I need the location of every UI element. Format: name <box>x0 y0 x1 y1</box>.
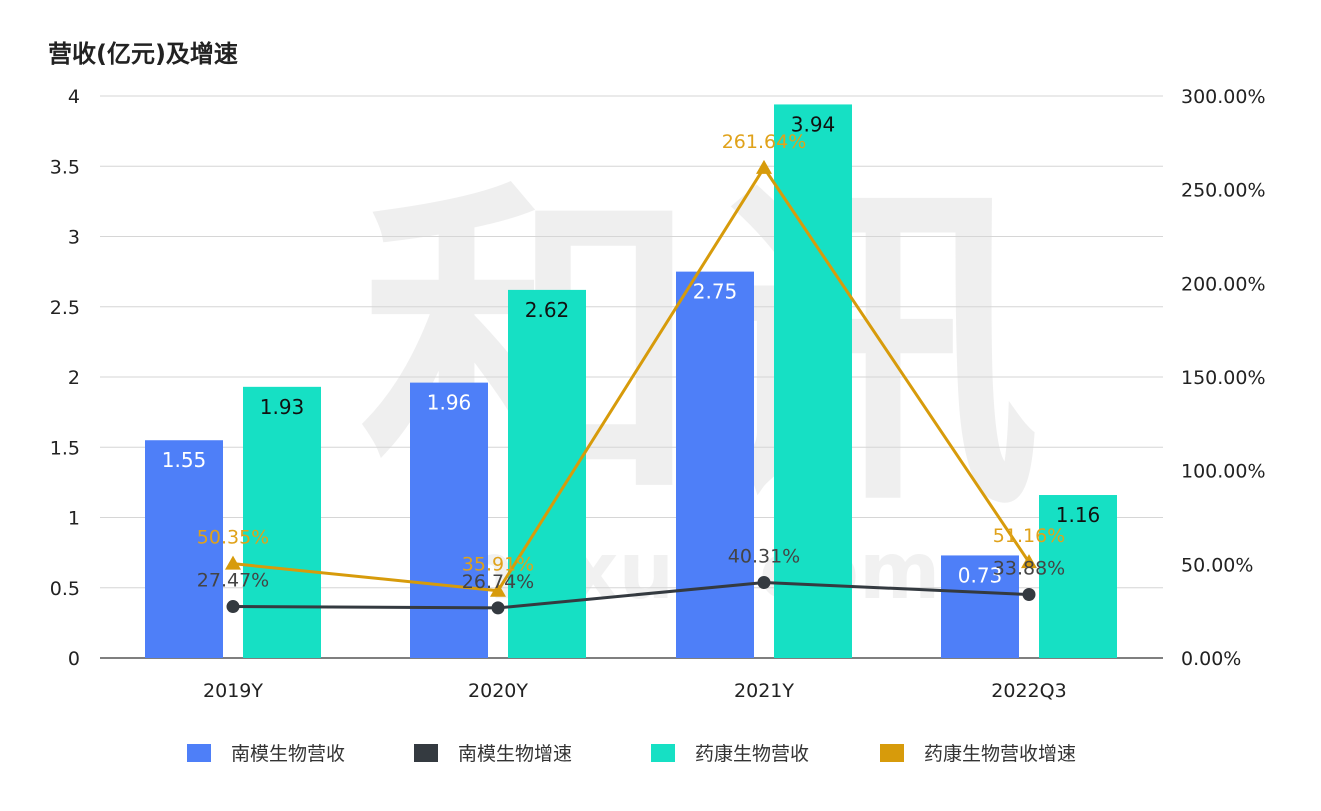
y-left-tick-label: 3 <box>68 227 80 249</box>
chart-title: 营收(亿元)及增速 <box>48 40 238 68</box>
y-right-tick-label: 50.00% <box>1181 554 1253 576</box>
line-point <box>490 582 506 597</box>
line-value-label: 27.47% <box>197 570 269 592</box>
legend: 南模生物营收 南模生物增速 药康生物营收 药康生物营收增速 <box>187 743 1076 765</box>
bar <box>941 555 1019 658</box>
line-value-label: 50.35% <box>197 527 269 549</box>
bar-layer <box>145 104 1117 659</box>
legend-swatch <box>880 744 904 762</box>
bar-value-label: 1.96 <box>427 391 472 415</box>
x-tick-label: 2020Y <box>468 680 528 702</box>
y-right-tick-label: 150.00% <box>1181 367 1266 389</box>
grid-layer <box>100 95 1163 589</box>
y-left-tick-label: 3.5 <box>50 156 80 178</box>
line-value-label: 26.74% <box>462 571 534 593</box>
bar-value-label: 1.93 <box>260 395 305 419</box>
y-left-tick-label: 0 <box>68 648 80 670</box>
y-right-tick-label: 300.00% <box>1181 86 1266 108</box>
legend-label: 南模生物营收 <box>231 743 345 765</box>
line-point <box>1021 554 1037 569</box>
bar <box>1039 495 1117 658</box>
legend-label: 南模生物增速 <box>458 743 572 765</box>
bar <box>243 386 321 658</box>
x-tick-label: 2021Y <box>734 680 794 702</box>
bar-value-label: 3.94 <box>791 112 836 136</box>
legend-label: 药康生物营收增速 <box>924 743 1076 765</box>
line-value-label: 33.88% <box>993 558 1065 580</box>
y-left-tick-label: 1 <box>68 508 80 530</box>
line-value-label: 51.16% <box>993 525 1065 547</box>
line-layer <box>225 159 1037 615</box>
y-right-tick-label: 250.00% <box>1181 180 1266 202</box>
y-left-tick-label: 2 <box>68 367 80 389</box>
series-line <box>232 580 1030 610</box>
y-left-tick-label: 1.5 <box>50 437 80 459</box>
line-point <box>491 601 505 615</box>
label-layer: 1.55 1.96 2.75 0.73 1.93 2.62 3.94 1.16 27.47% 26… <box>162 112 1101 592</box>
legend-swatch <box>651 744 675 762</box>
legend-swatch <box>414 744 438 762</box>
line-point <box>225 555 241 570</box>
line-point <box>1022 588 1036 602</box>
y-left-tick-label: 0.5 <box>50 578 80 600</box>
y-left-tick-label: 2.5 <box>50 297 80 319</box>
x-tick-label: 2019Y <box>203 680 263 702</box>
bar <box>774 104 852 659</box>
series-line <box>232 166 1031 593</box>
y-right-tick-label: 0.00% <box>1181 648 1241 670</box>
legend-swatch <box>187 744 211 762</box>
bar-value-label: 2.62 <box>525 298 570 322</box>
y-right-tick-label: 100.00% <box>1181 461 1266 483</box>
line-point <box>757 575 771 589</box>
line-point <box>226 600 240 614</box>
bar-value-label: 1.16 <box>1056 503 1101 527</box>
bar <box>145 440 223 658</box>
x-tick-label: 2022Q3 <box>991 680 1066 702</box>
bar <box>676 271 754 658</box>
line-value-label: 261.64% <box>722 131 807 153</box>
line-point <box>756 159 772 174</box>
y-left-tick-label: 4 <box>68 86 80 108</box>
bar-value-label: 0.73 <box>958 563 1003 587</box>
line-value-label: 40.31% <box>728 545 800 567</box>
bar-value-label: 2.75 <box>693 280 738 304</box>
bar-value-label: 1.55 <box>162 448 207 472</box>
bar <box>410 382 488 658</box>
line-value-label: 35.91% <box>462 554 534 576</box>
y-right-tick-label: 200.00% <box>1181 273 1266 295</box>
legend-label: 药康生物营收 <box>695 743 809 765</box>
